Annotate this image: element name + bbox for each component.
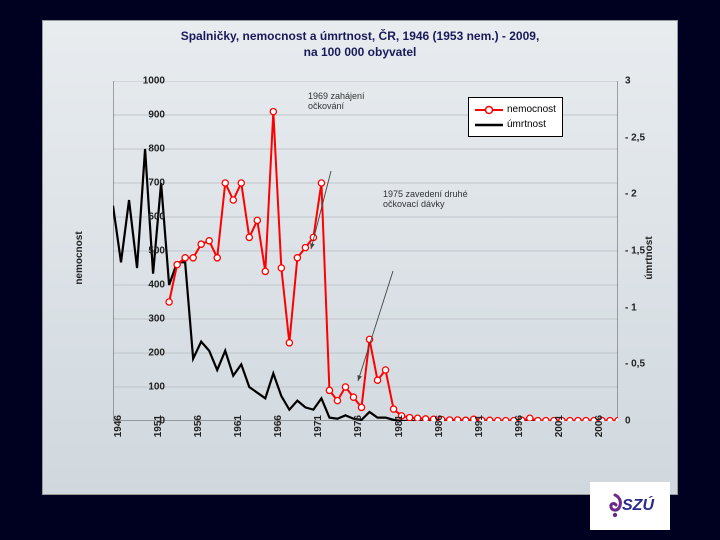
legend-item-umrtnost: úmrtnost: [475, 117, 556, 132]
chart-panel: Spalničky, nemocnost a úmrtnost, ČR, 194…: [42, 20, 678, 495]
annotation-a1975: 1975 zavedení druhéočkovací dávky: [383, 189, 468, 210]
y1-tick: 1000: [129, 76, 165, 87]
y2-axis-label: úmrtnost: [644, 236, 655, 279]
y1-tick: 400: [129, 280, 165, 291]
legend-label-umrtnost: úmrtnost: [507, 117, 546, 132]
chart-title: Spalničky, nemocnost a úmrtnost, ČR, 194…: [43, 21, 677, 64]
title-line2: na 100 000 obyvatel: [304, 45, 417, 59]
x-tick: 2006: [594, 415, 605, 455]
y1-tick: 600: [129, 212, 165, 223]
x-tick: 1996: [514, 415, 525, 455]
x-tick: 1991: [474, 415, 485, 455]
y1-tick: 900: [129, 110, 165, 121]
title-line1: Spalničky, nemocnost a úmrtnost, ČR, 194…: [181, 29, 540, 43]
chart-legend: nemocnost úmrtnost: [468, 97, 563, 137]
x-tick: 1961: [233, 415, 244, 455]
y1-tick: 200: [129, 348, 165, 359]
x-tick: 1976: [353, 415, 364, 455]
legend-swatch-umrtnost: [475, 120, 503, 130]
y1-tick: 500: [129, 246, 165, 257]
y1-tick: 800: [129, 144, 165, 155]
legend-swatch-nemocnost: [475, 105, 503, 115]
y2-tick: 3: [625, 76, 631, 87]
x-tick: 1986: [434, 415, 445, 455]
x-tick: 1966: [273, 415, 284, 455]
annotation-a1969: 1969 zahájeníočkování: [308, 91, 365, 112]
y1-tick: 100: [129, 382, 165, 393]
legend-item-nemocnost: nemocnost: [475, 102, 556, 117]
y2-tick: - 2: [625, 189, 637, 200]
szu-logo: SZÚ: [590, 482, 670, 530]
x-tick: 1971: [313, 415, 324, 455]
x-tick: 1956: [193, 415, 204, 455]
x-tick: 2001: [554, 415, 565, 455]
y1-axis-label: nemocnost: [74, 231, 85, 284]
y2-tick: 0: [625, 416, 631, 427]
y1-tick: 700: [129, 178, 165, 189]
y2-tick: - 2,5: [625, 132, 645, 143]
x-tick: 1951: [153, 415, 164, 455]
y2-tick: - 0,5: [625, 359, 645, 370]
y2-tick: - 1: [625, 302, 637, 313]
legend-label-nemocnost: nemocnost: [507, 102, 556, 117]
y2-tick: - 1,5: [625, 246, 645, 257]
x-tick: 1981: [394, 415, 405, 455]
x-tick: 1946: [113, 415, 124, 455]
y1-tick: 300: [129, 314, 165, 325]
szu-logo-text: SZÚ: [606, 493, 654, 519]
